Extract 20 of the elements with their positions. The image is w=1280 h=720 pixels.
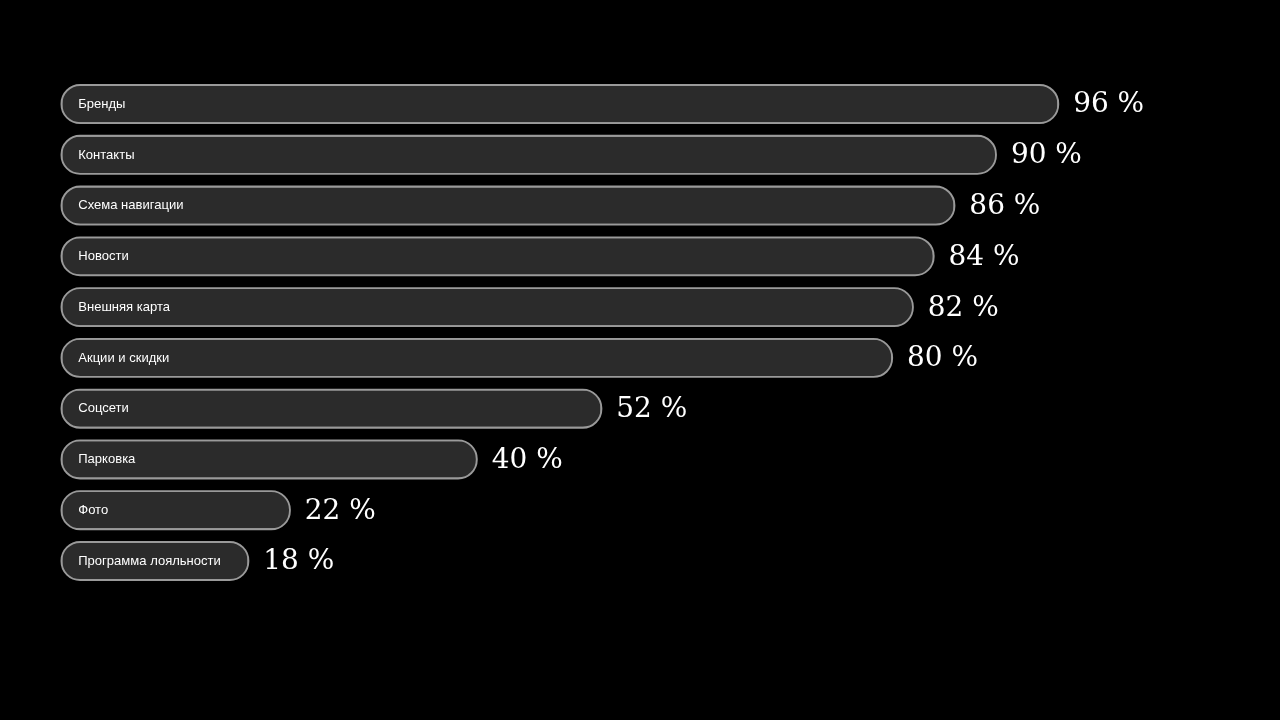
y-tick-label: Новости xyxy=(78,248,129,264)
y-tick-label: Бренды xyxy=(78,95,126,111)
data-label: 80 % xyxy=(907,340,979,374)
data-label: 82 % xyxy=(927,289,999,323)
data-label: 84 % xyxy=(948,238,1020,272)
data-label: 52 % xyxy=(616,391,688,425)
y-tick-label: Схема навигации xyxy=(78,197,184,213)
y-tick-label: Соцсети xyxy=(78,400,129,416)
y-tick-label: Парковка xyxy=(78,451,137,467)
y-tick-label: Программа лояльности xyxy=(78,552,221,568)
y-tick-label: Внешняя карта xyxy=(78,298,171,314)
data-label: 96 % xyxy=(1073,86,1145,120)
data-label: 90 % xyxy=(1010,137,1082,171)
data-label: 22 % xyxy=(304,492,376,526)
data-label: 40 % xyxy=(491,441,563,475)
y-tick-label: Фото xyxy=(78,501,109,517)
y-tick-label: Акции и скидки xyxy=(78,349,170,365)
data-label: 18 % xyxy=(263,543,335,577)
y-tick-label: Контакты xyxy=(78,146,135,162)
data-label: 86 % xyxy=(969,187,1041,221)
